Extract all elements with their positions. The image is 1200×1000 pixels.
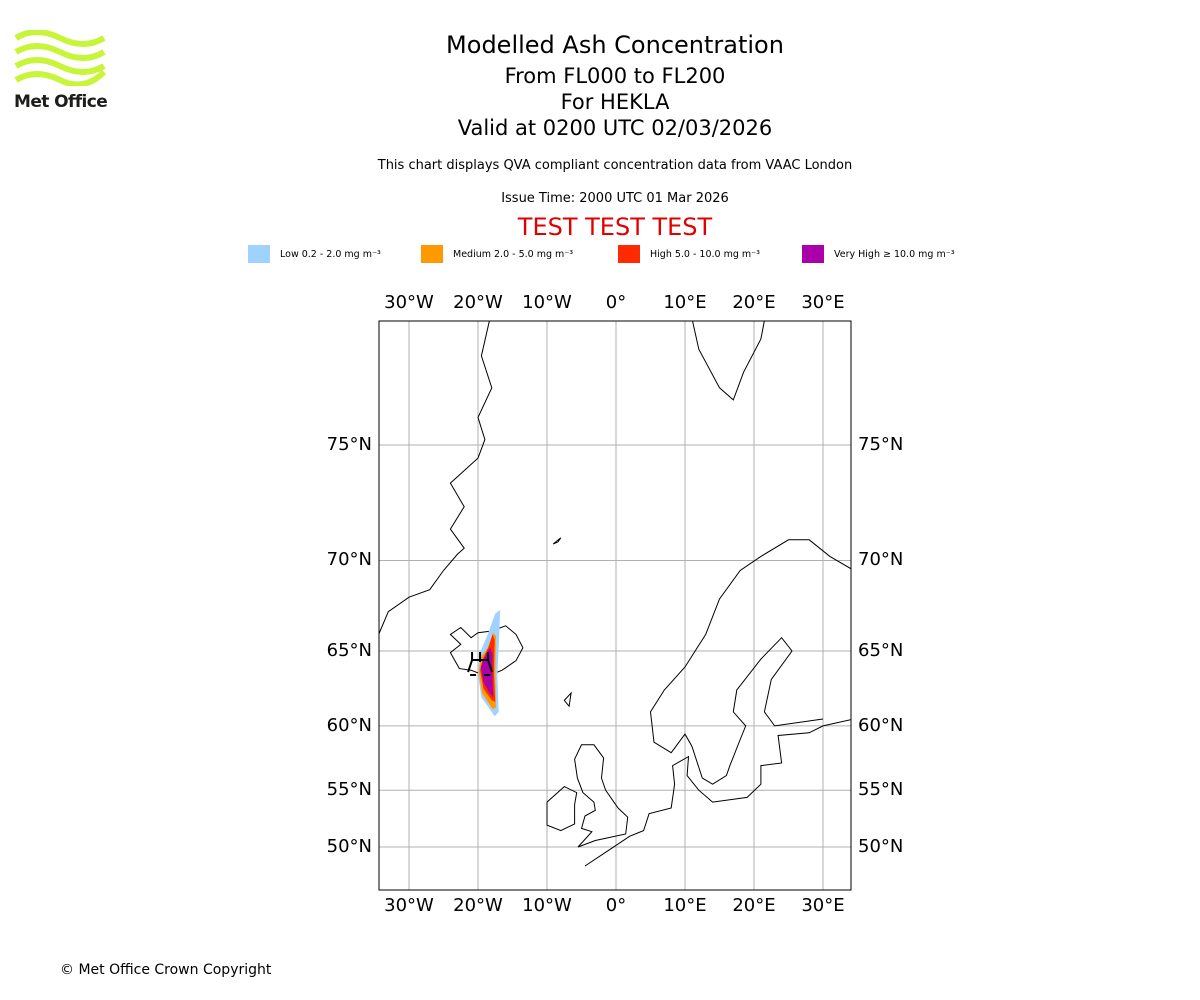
- lat-tick-left: 60°N: [326, 714, 372, 736]
- lon-tick-bottom: 10°W: [522, 895, 572, 916]
- lat-tick-right: 75°N: [858, 433, 904, 455]
- coastline-svalbard: [692, 321, 765, 401]
- chart-title: Modelled Ash Concentration: [446, 31, 784, 59]
- legend-label: Very High ≥ 10.0 mg m⁻³: [834, 248, 955, 260]
- lat-tick-right: 60°N: [858, 714, 904, 736]
- lon-tick-top: 10°W: [522, 292, 572, 313]
- volcano-marker-icon: [467, 652, 494, 677]
- legend-high: High 5.0 - 10.0 mg m⁻³: [618, 245, 760, 263]
- lat-tick-left: 70°N: [326, 549, 372, 571]
- legend-label: Medium 2.0 - 5.0 mg m⁻³: [453, 248, 574, 260]
- coastline-scandinavia: [649, 539, 851, 779]
- flight-level-range: From FL000 to FL200: [504, 64, 726, 88]
- legend-swatch: [618, 245, 640, 263]
- lat-tick-left: 50°N: [326, 835, 372, 857]
- lon-tick-bottom: 20°W: [453, 895, 503, 916]
- volcano-name: For HEKLA: [560, 90, 670, 114]
- coastline-uk: [574, 744, 629, 848]
- lat-tick-right: 55°N: [858, 779, 904, 801]
- issue-time: Issue Time: 2000 UTC 01 Mar 2026: [501, 191, 729, 206]
- lat-tick-left: 65°N: [326, 640, 372, 661]
- lat-tick-left: 55°N: [326, 779, 372, 801]
- legend-swatch: [421, 245, 443, 263]
- logo-text: Met Office: [14, 92, 108, 112]
- lon-tick-bottom: 10°E: [663, 895, 707, 916]
- legend-low: Low 0.2 - 2.0 mg m⁻³: [248, 245, 381, 263]
- legend-label: High 5.0 - 10.0 mg m⁻³: [650, 248, 760, 260]
- qva-note: This chart displays QVA compliant concen…: [377, 158, 853, 173]
- lon-tick-bottom: 20°E: [732, 895, 776, 916]
- coastline-jan-mayen: [552, 537, 562, 545]
- map-content: [379, 321, 851, 890]
- coastline-faroes: [563, 691, 572, 708]
- coastline-continent: [584, 719, 851, 867]
- valid-time: Valid at 0200 UTC 02/03/2026: [457, 116, 773, 140]
- met-office-logo: [14, 30, 106, 86]
- map-frame: [378, 320, 852, 891]
- lat-tick-right: 70°N: [858, 549, 904, 571]
- lat-tick-right: 65°N: [858, 640, 904, 661]
- legend-very-high: Very High ≥ 10.0 mg m⁻³: [802, 245, 955, 263]
- lon-tick-top: 0°: [605, 292, 627, 313]
- lon-tick-bottom: 0°: [605, 895, 627, 916]
- copyright: © Met Office Crown Copyright: [60, 962, 272, 978]
- lat-tick-left: 75°N: [326, 433, 372, 455]
- lon-tick-top: 20°W: [453, 292, 503, 313]
- lon-tick-top: 30°W: [384, 292, 434, 313]
- lon-tick-top: 30°E: [801, 292, 845, 313]
- coastline-greenland: [379, 321, 493, 635]
- lon-tick-top: 10°E: [663, 292, 707, 313]
- coastline-baltic-west: [702, 636, 824, 785]
- legend-medium: Medium 2.0 - 5.0 mg m⁻³: [421, 245, 573, 263]
- legend-label: Low 0.2 - 2.0 mg m⁻³: [280, 248, 381, 260]
- coastline-ireland: [546, 786, 578, 832]
- lon-tick-top: 20°E: [732, 292, 776, 313]
- legend-swatch: [802, 245, 824, 263]
- lon-tick-bottom: 30°E: [801, 895, 845, 916]
- legend-swatch: [248, 245, 270, 263]
- lat-tick-right: 50°N: [858, 835, 904, 857]
- lon-tick-bottom: 30°W: [384, 895, 434, 916]
- test-banner: TEST TEST TEST: [517, 213, 713, 241]
